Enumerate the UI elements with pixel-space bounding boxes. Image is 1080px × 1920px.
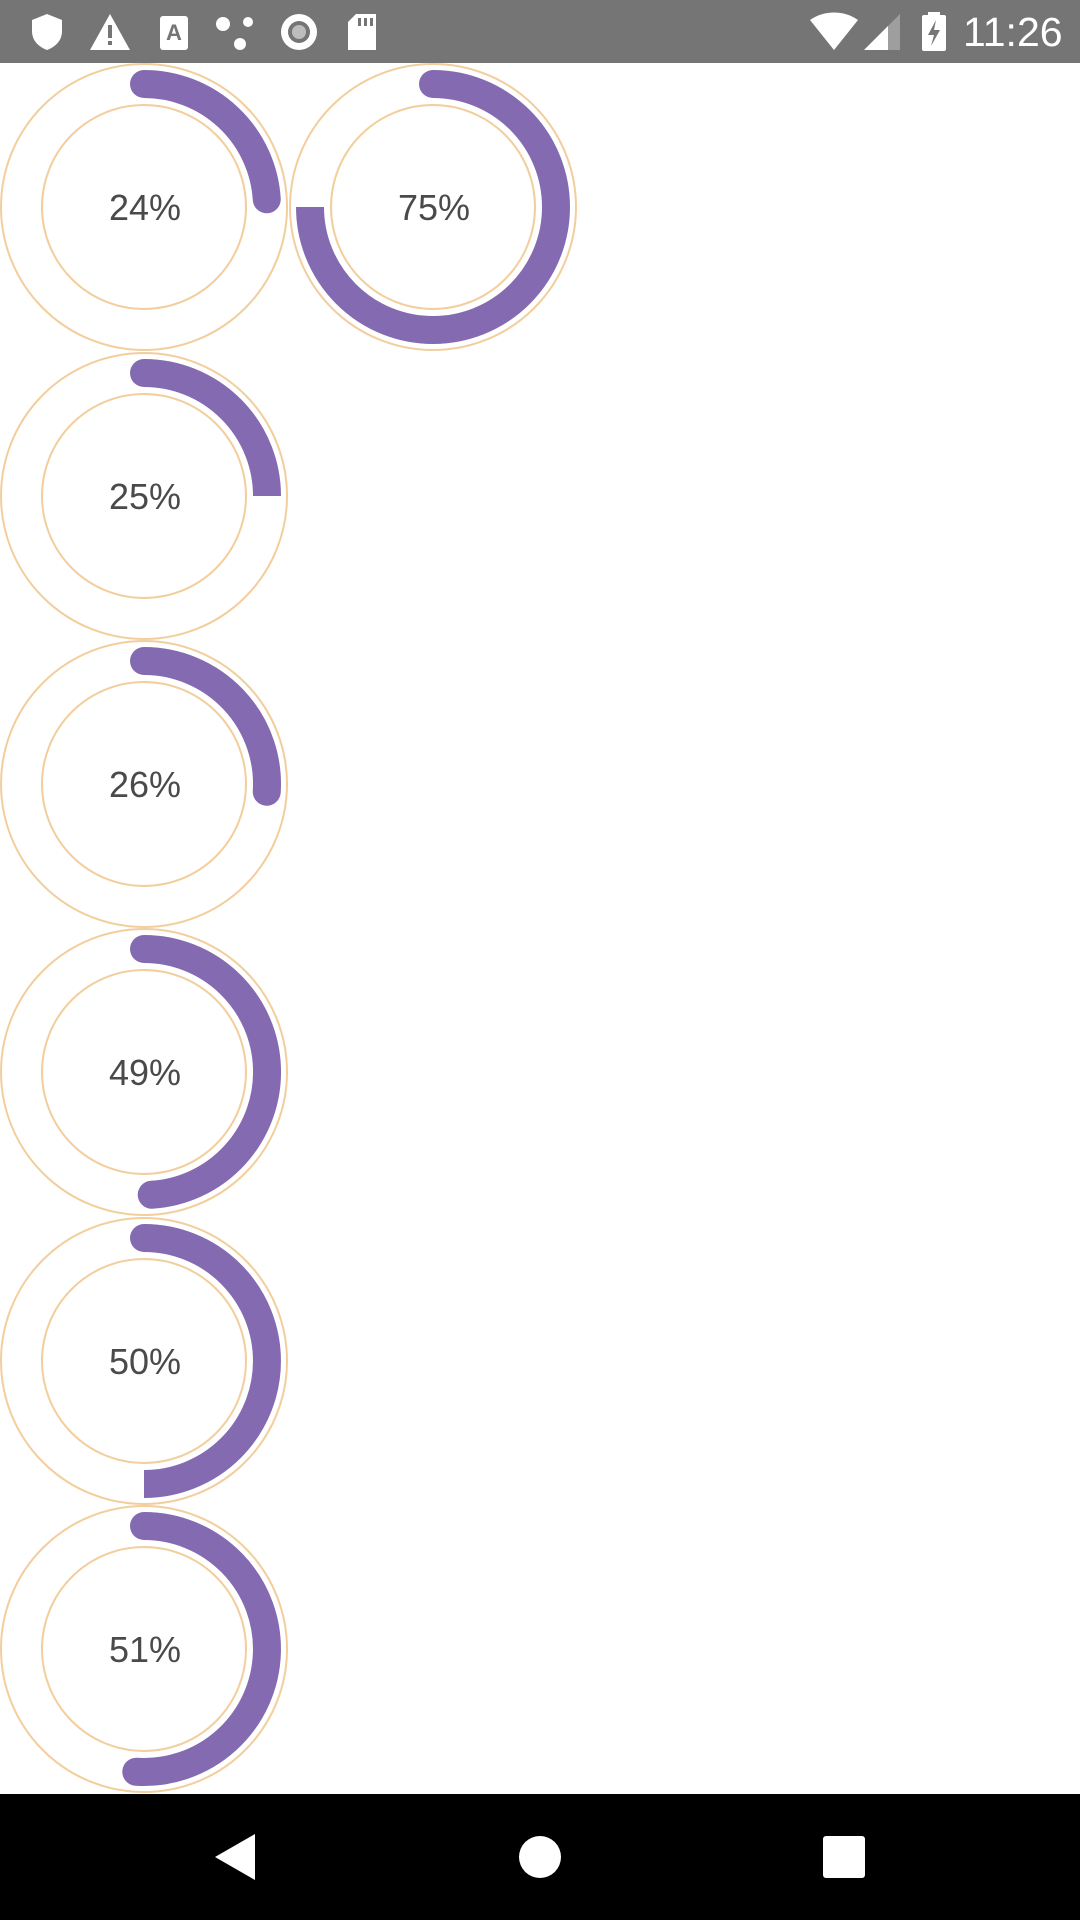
ring-inner-track [41, 393, 247, 599]
shield-icon [32, 14, 62, 50]
progress-ring-label: 50% [108, 1341, 182, 1382]
ring-outer-track [0, 928, 288, 1216]
record-icon [281, 14, 317, 50]
font-app-icon: A [160, 16, 188, 50]
progress-arc [296, 70, 570, 344]
ring-outer-track [0, 1505, 288, 1793]
progress-ring: 75% [289, 63, 578, 352]
progress-list[interactable]: 24% 75% 25% 26% 49% 50% 51% [0, 63, 1080, 1794]
progress-ring-label: 26% [108, 764, 182, 805]
status-bar: A 11:26 [0, 0, 1080, 63]
progress-ring-label: 24% [108, 187, 182, 228]
progress-ring-graphic [0, 928, 288, 1216]
progress-ring: 25% [0, 352, 289, 641]
wifi-icon [810, 12, 858, 50]
progress-arc [130, 935, 282, 1209]
progress-ring-label: 25% [108, 476, 182, 517]
back-icon[interactable] [201, 1822, 271, 1892]
ring-inner-track [41, 1546, 247, 1752]
progress-ring: 26% [0, 640, 289, 929]
progress-ring: 24% [0, 63, 289, 352]
ring-inner-track [41, 104, 247, 310]
progress-ring: 49% [0, 928, 289, 1217]
ring-inner-track [41, 1258, 247, 1464]
status-time: 11:26 [963, 9, 1063, 55]
ring-outer-track [0, 1217, 288, 1505]
progress-arc-cap [130, 359, 158, 387]
ring-outer-track [0, 352, 288, 640]
progress-ring-graphic [0, 1505, 288, 1793]
ring-outer-track [0, 640, 288, 928]
progress-arc [130, 70, 281, 214]
recents-icon[interactable] [809, 1822, 879, 1892]
ring-outer-track [0, 63, 288, 351]
navigation-bar [0, 1794, 1080, 1920]
share-dots-icon [216, 17, 253, 50]
progress-ring-graphic [0, 640, 288, 928]
progress-ring-graphic [0, 352, 288, 640]
progress-arc-cap [130, 1224, 158, 1252]
progress-arc [122, 1512, 281, 1786]
progress-ring-graphic [289, 63, 577, 351]
svg-text:A: A [166, 20, 182, 45]
progress-arc [143, 359, 281, 497]
progress-arc-cap [419, 70, 447, 98]
ring-inner-track [41, 969, 247, 1175]
battery-charging-icon [922, 12, 946, 51]
progress-ring: 50% [0, 1217, 289, 1506]
progress-ring-label: 75% [397, 187, 471, 228]
cell-signal-icon [864, 14, 900, 50]
warning-icon [90, 14, 130, 50]
ring-inner-track [330, 104, 536, 310]
ring-outer-track [289, 63, 577, 351]
progress-arc [143, 1224, 281, 1498]
progress-ring: 51% [0, 1505, 289, 1794]
progress-ring-graphic [0, 1217, 288, 1505]
progress-arc [130, 647, 281, 806]
home-icon[interactable] [505, 1822, 575, 1892]
ring-inner-track [41, 681, 247, 887]
sd-card-icon [348, 14, 376, 50]
progress-ring-graphic [0, 63, 288, 351]
progress-ring-label: 49% [108, 1052, 182, 1093]
progress-ring-label: 51% [108, 1629, 182, 1670]
